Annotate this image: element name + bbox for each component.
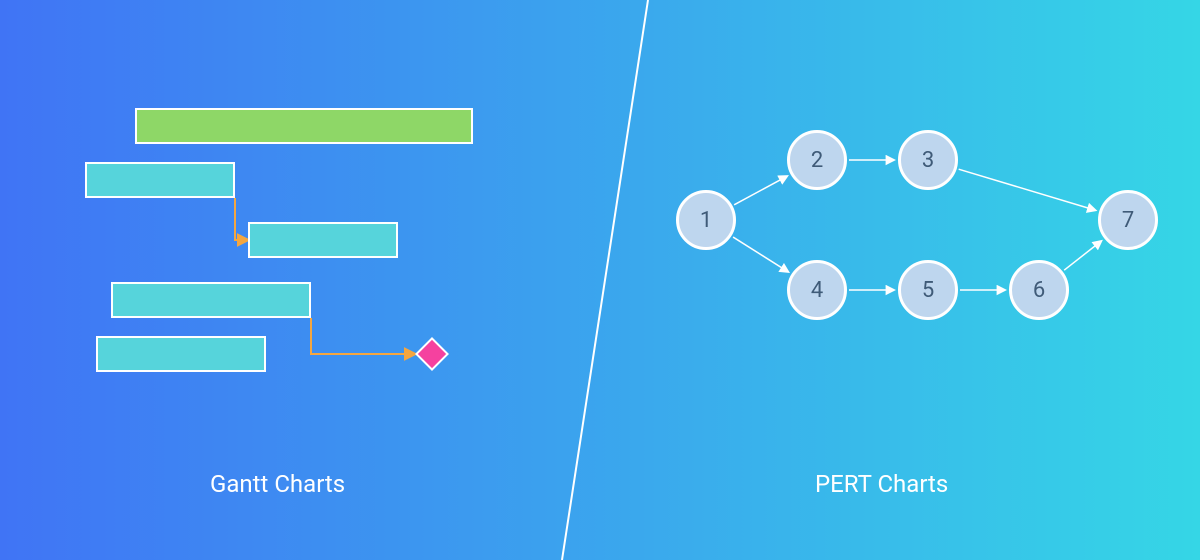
pert-edge [959,169,1096,210]
divider-line [562,0,648,560]
pert-node: 5 [898,260,958,320]
gantt-bar [111,282,311,318]
pert-title: PERT Charts [815,470,948,498]
pert-edge [734,176,787,205]
gantt-bar [135,108,473,144]
pert-node: 4 [787,260,847,320]
gantt-bar [96,336,266,372]
pert-node: 3 [898,130,958,190]
gantt-connector [235,198,248,240]
pert-node: 2 [787,130,847,190]
milestone-diamond [416,338,447,369]
pert-node: 6 [1009,260,1069,320]
pert-edge [733,237,788,272]
pert-node: 7 [1098,190,1158,250]
gantt-title: Gantt Charts [210,470,345,498]
pert-edge [1064,241,1101,270]
pert-node: 1 [676,190,736,250]
gantt-bar [248,222,398,258]
gantt-bar [85,162,235,198]
comparison-canvas: Gantt Charts PERT Charts 123 4567 [0,0,1200,560]
gantt-connector [311,318,415,354]
